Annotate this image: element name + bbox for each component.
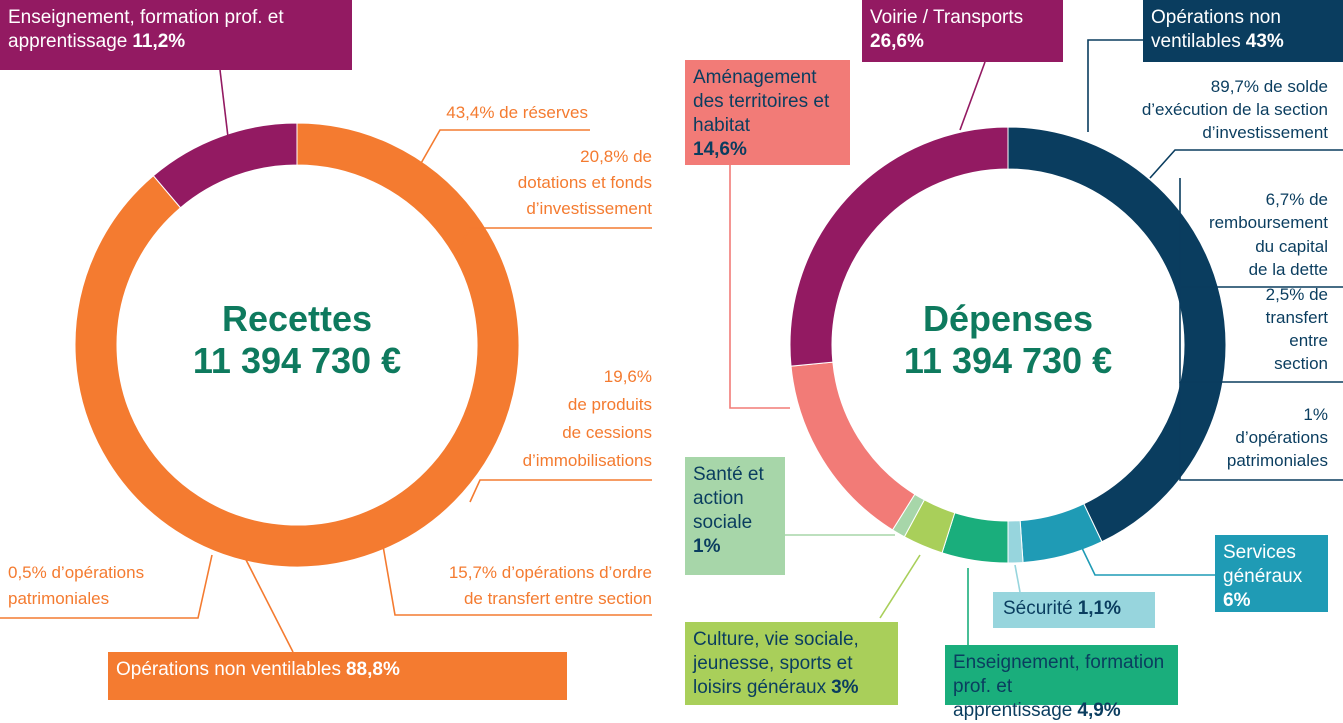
annotation: 0,5% d’opérations xyxy=(8,563,144,582)
annotation: remboursement xyxy=(1209,213,1328,232)
annotation: 2,5% de xyxy=(1266,285,1328,304)
category-box: Santé et action sociale 1% xyxy=(685,457,785,575)
annotation: d’immobilisations xyxy=(523,451,652,470)
category-box: Aménagement des territoires et habitat 14… xyxy=(685,60,850,165)
donut-segment xyxy=(1007,520,1024,564)
leader-line xyxy=(729,165,790,409)
category-box: Voirie / Transports 26,6% xyxy=(862,0,1063,62)
leader-line xyxy=(1179,382,1343,481)
annotation: d’opérations xyxy=(1235,428,1328,447)
category-box: Opérations non ventilables 43% xyxy=(1143,0,1343,62)
category-name: Voirie / Transports xyxy=(870,7,1024,28)
category-box: Opérations non ventilables 88,8% xyxy=(108,652,567,700)
annotation: section xyxy=(1274,354,1328,373)
annotation: 89,7% de solde xyxy=(1211,77,1328,96)
value-label: 1% xyxy=(693,536,721,557)
annotation: de cessions xyxy=(562,423,652,442)
annotation: patrimoniales xyxy=(8,589,109,608)
category-box: Services généraux 6% xyxy=(1215,535,1328,612)
category-name: Opérations non ventilables xyxy=(1151,7,1281,52)
leader-line xyxy=(879,554,921,619)
center-title: Recettes xyxy=(222,298,372,339)
leader-line xyxy=(454,227,652,256)
leader-line xyxy=(381,539,652,616)
annotation: 43,4% de réserves xyxy=(446,103,588,122)
value-label: 43% xyxy=(1245,31,1284,52)
annotation: 1% xyxy=(1303,405,1328,424)
category-name: Opérations non ventilables xyxy=(116,659,341,680)
center-total: 11 394 730 € xyxy=(193,340,401,381)
annotation: 20,8% de xyxy=(580,147,652,166)
category-name: Enseignement, formation prof. et apprent… xyxy=(953,652,1165,721)
annotation: 19,6% xyxy=(604,367,652,386)
leader-line xyxy=(239,547,294,653)
annotation: de transfert entre section xyxy=(464,589,652,608)
value-label: 4,9% xyxy=(1077,700,1121,721)
annotation: entre xyxy=(1289,331,1328,350)
donut-segment xyxy=(789,126,1009,367)
value-label: 6% xyxy=(1223,590,1251,611)
category-name: Santé et action sociale xyxy=(693,464,764,533)
value-label: 1,1% xyxy=(1077,598,1122,619)
leader-line xyxy=(469,479,652,503)
donut-segment xyxy=(74,122,520,568)
category-name: Aménagement des territoires et habitat xyxy=(693,67,830,136)
value-label: 26,6% xyxy=(870,31,924,52)
leader-line xyxy=(1081,547,1215,576)
category-box: Sécurité 1,1% xyxy=(993,592,1155,628)
category-name: Services généraux xyxy=(1223,542,1303,587)
value-label: 11,2% xyxy=(132,31,186,52)
category-box: Enseignement, formation prof. et apprent… xyxy=(945,645,1178,721)
annotation: d’investissement xyxy=(1202,123,1328,142)
annotation: d’exécution de la section xyxy=(1142,100,1328,119)
value-label: 88,8% xyxy=(345,659,400,680)
leader-line xyxy=(1149,149,1343,179)
donut-segment xyxy=(1007,126,1227,543)
leader-line xyxy=(419,129,590,166)
center-total: 11 394 730 € xyxy=(904,340,1112,381)
leader-line xyxy=(219,69,229,138)
annotation: transfert xyxy=(1266,308,1329,327)
category-name: Culture, vie sociale, jeunesse, sports e… xyxy=(693,629,859,698)
leader-line xyxy=(1087,39,1143,132)
leader-line xyxy=(1014,564,1021,593)
category-name: Sécurité xyxy=(1003,598,1073,619)
value-label: 14,6% xyxy=(693,139,747,160)
annotation: du capital xyxy=(1255,237,1328,256)
annotation: dotations et fonds xyxy=(518,173,652,192)
annotation: 15,7% d’opérations d’ordre xyxy=(449,563,652,582)
annotation: 6,7% de xyxy=(1266,190,1328,209)
category-box: Culture, vie sociale, jeunesse, sports e… xyxy=(685,622,898,705)
value-label: 3% xyxy=(831,677,859,698)
donut-segment xyxy=(152,122,298,209)
leader-line xyxy=(959,61,986,131)
category-name: Enseignement, formation prof. et apprent… xyxy=(8,7,284,52)
annotation: de produits xyxy=(568,395,652,414)
donut-segment xyxy=(790,361,916,531)
annotation: de la dette xyxy=(1249,260,1328,279)
center-title: Dépenses xyxy=(923,298,1093,339)
category-box: Enseignement, formation prof. et apprent… xyxy=(0,0,352,70)
leader-line xyxy=(0,554,213,619)
annotation: d’investissement xyxy=(526,199,652,218)
annotation: patrimoniales xyxy=(1227,451,1328,470)
